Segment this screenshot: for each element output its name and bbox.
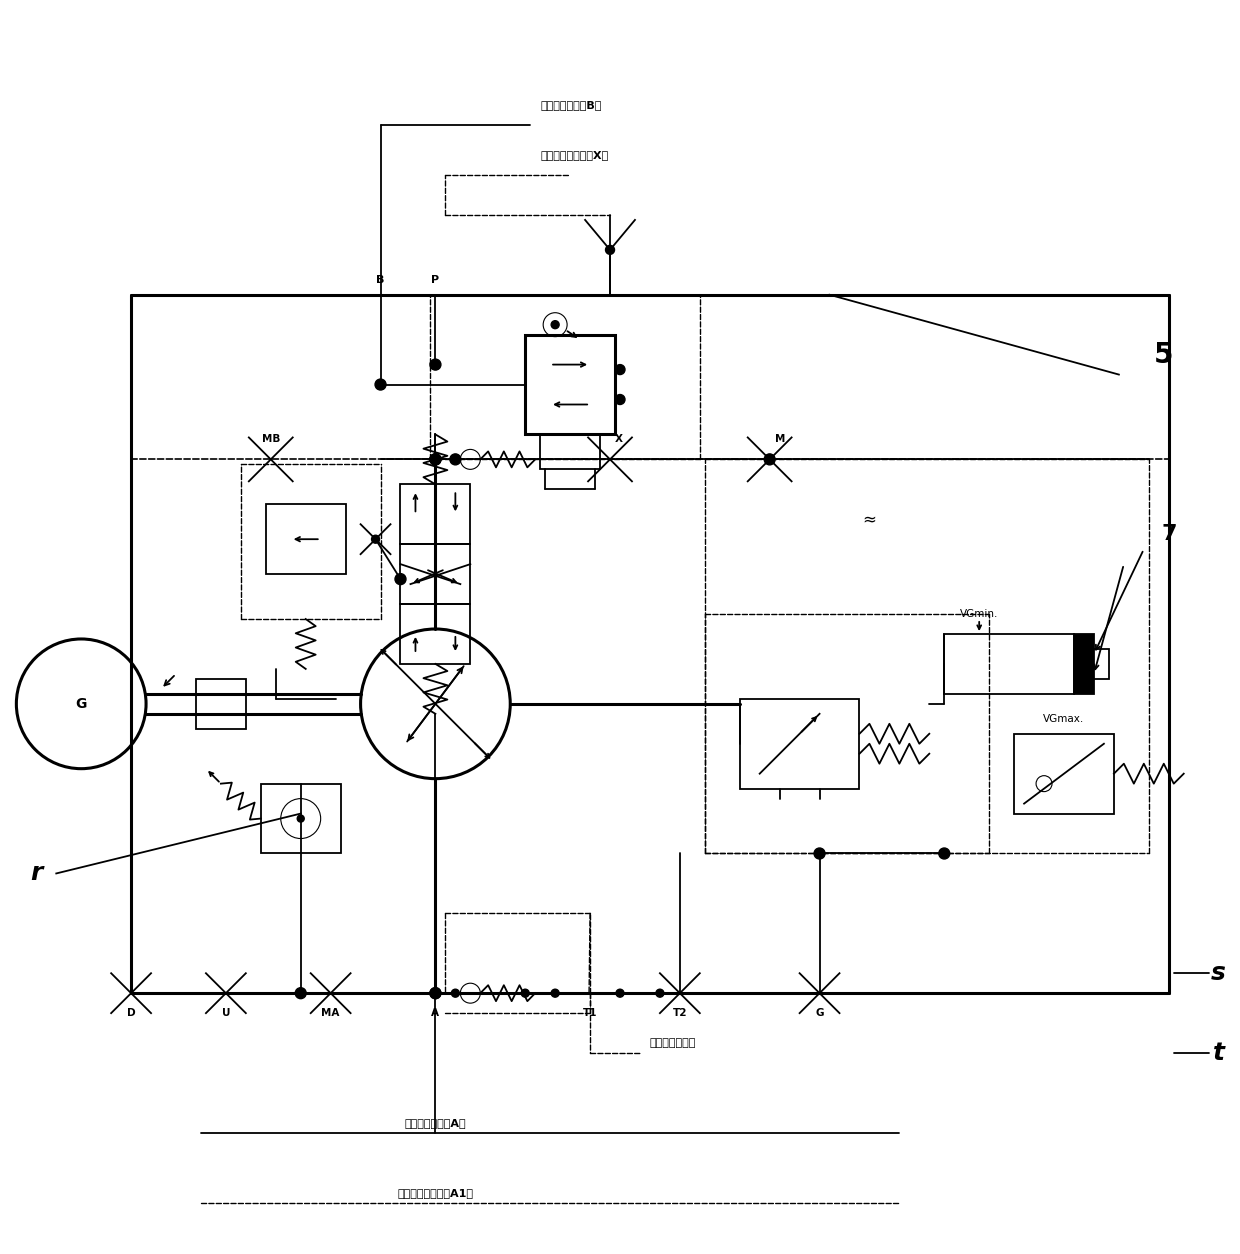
- Text: VGmin.: VGmin.: [960, 609, 998, 619]
- Circle shape: [430, 988, 441, 998]
- Bar: [526, 335, 615, 434]
- Text: D: D: [126, 1008, 135, 1018]
- Text: t: t: [1213, 1041, 1225, 1065]
- Bar: [401, 604, 470, 663]
- Text: G: G: [76, 697, 87, 711]
- Text: 连接油箱滤油器: 连接油箱滤油器: [650, 1038, 697, 1048]
- Bar: [401, 484, 470, 544]
- Text: VGmax.: VGmax.: [1043, 714, 1085, 724]
- Bar: [265, 504, 346, 574]
- Circle shape: [451, 989, 459, 997]
- Circle shape: [939, 848, 950, 859]
- Circle shape: [615, 395, 625, 405]
- Text: MA: MA: [321, 1008, 340, 1018]
- Bar: [945, 635, 1074, 693]
- Text: r: r: [30, 861, 42, 885]
- Circle shape: [430, 988, 441, 998]
- Text: 5: 5: [1153, 341, 1173, 369]
- Circle shape: [551, 321, 559, 329]
- Bar: [1014, 734, 1114, 814]
- Circle shape: [551, 989, 559, 997]
- Text: G: G: [816, 1008, 823, 1018]
- Text: ≈: ≈: [863, 510, 877, 528]
- Bar: [541, 434, 600, 469]
- Text: MB: MB: [262, 434, 280, 444]
- Bar: [740, 698, 859, 789]
- Text: 连接分流集流阀A口: 连接分流集流阀A口: [404, 1117, 466, 1127]
- Circle shape: [298, 815, 304, 823]
- Text: s: s: [1211, 962, 1226, 986]
- Text: M: M: [775, 434, 785, 444]
- Bar: [1074, 650, 1109, 678]
- Circle shape: [616, 989, 624, 997]
- Circle shape: [295, 988, 306, 998]
- Text: X: X: [615, 434, 622, 444]
- Bar: [1074, 635, 1094, 693]
- Text: U: U: [222, 1008, 231, 1018]
- Text: 7: 7: [1161, 524, 1177, 544]
- Text: 连接冲洗控制阀组X口: 连接冲洗控制阀组X口: [541, 150, 609, 161]
- Circle shape: [430, 454, 441, 465]
- Text: 连接分流集流阀B口: 连接分流集流阀B口: [541, 100, 601, 110]
- Circle shape: [396, 573, 405, 584]
- Text: B: B: [377, 275, 384, 285]
- Circle shape: [374, 379, 386, 390]
- Circle shape: [764, 454, 775, 465]
- Bar: [260, 784, 341, 854]
- Circle shape: [430, 454, 441, 465]
- Text: 连接冲洗控制阀组A1口: 连接冲洗控制阀组A1口: [397, 1188, 474, 1198]
- Circle shape: [656, 989, 663, 997]
- Circle shape: [450, 454, 461, 465]
- Text: T2: T2: [672, 1008, 687, 1018]
- Circle shape: [430, 454, 441, 465]
- Circle shape: [451, 455, 459, 464]
- Circle shape: [615, 365, 625, 375]
- Circle shape: [605, 246, 615, 255]
- Circle shape: [430, 359, 441, 370]
- Text: T1: T1: [583, 1008, 598, 1018]
- Circle shape: [815, 848, 825, 859]
- Circle shape: [372, 535, 379, 543]
- Bar: [196, 678, 246, 729]
- Circle shape: [521, 989, 529, 997]
- Bar: [401, 544, 470, 604]
- Text: P: P: [432, 275, 439, 285]
- Text: A: A: [432, 1008, 439, 1018]
